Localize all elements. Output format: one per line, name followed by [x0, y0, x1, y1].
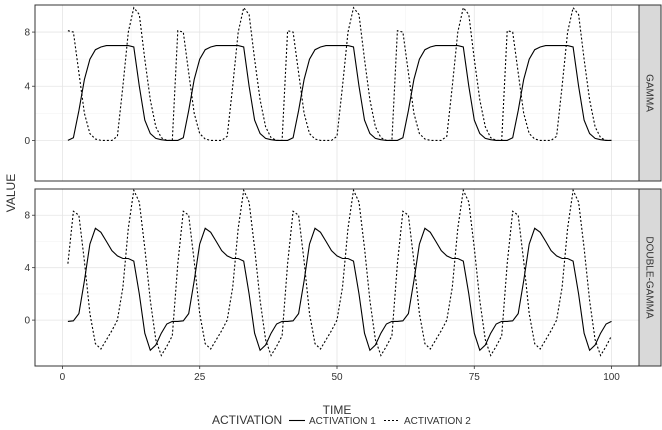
- legend: ACTIVATION ACTIVATION 1 ACTIVATION 2: [212, 412, 471, 429]
- series-line-activation-2: [67, 6, 612, 141]
- facet-strip-label: GAMMA: [644, 74, 655, 112]
- legend-label: ACTIVATION 2: [404, 416, 471, 427]
- y-tick-label: 4: [24, 263, 30, 274]
- x-tick-label: 75: [469, 372, 481, 383]
- y-tick-label: 8: [24, 28, 30, 39]
- legend-title: ACTIVATION: [212, 413, 282, 427]
- y-tick-label: 4: [24, 82, 30, 93]
- x-tick-label: 25: [194, 372, 206, 383]
- x-axis-label: TIME: [323, 403, 352, 417]
- y-tick-label: 0: [24, 316, 30, 327]
- facet-strip: [638, 188, 662, 367]
- series-line-activation-1: [67, 45, 612, 141]
- panel-double-gamma: 0 4 8 DOUBLE-GAMMA: [24, 188, 662, 367]
- panel-gamma: 0 4 8 GAMMA: [24, 4, 662, 182]
- facet-strip: [638, 4, 662, 182]
- series-line-activation-1: [67, 227, 612, 352]
- chart-panels: 0 4 8 GAMMA 0 4 8 DOUBLE-GAMMA: [24, 4, 662, 367]
- legend-label: ACTIVATION 1: [309, 416, 376, 427]
- y-tick-label: 0: [24, 136, 30, 147]
- series-line-activation-2: [67, 189, 612, 357]
- y-tick-label: 8: [24, 211, 30, 222]
- x-tick-label: 0: [60, 372, 66, 383]
- x-tick-label: 50: [331, 372, 343, 383]
- y-axis-label: VALUE: [4, 174, 18, 212]
- facet-strip-label: DOUBLE-GAMMA: [644, 236, 655, 319]
- x-axis: 0 25 50 75 100: [60, 366, 620, 383]
- x-tick-label: 100: [603, 372, 620, 383]
